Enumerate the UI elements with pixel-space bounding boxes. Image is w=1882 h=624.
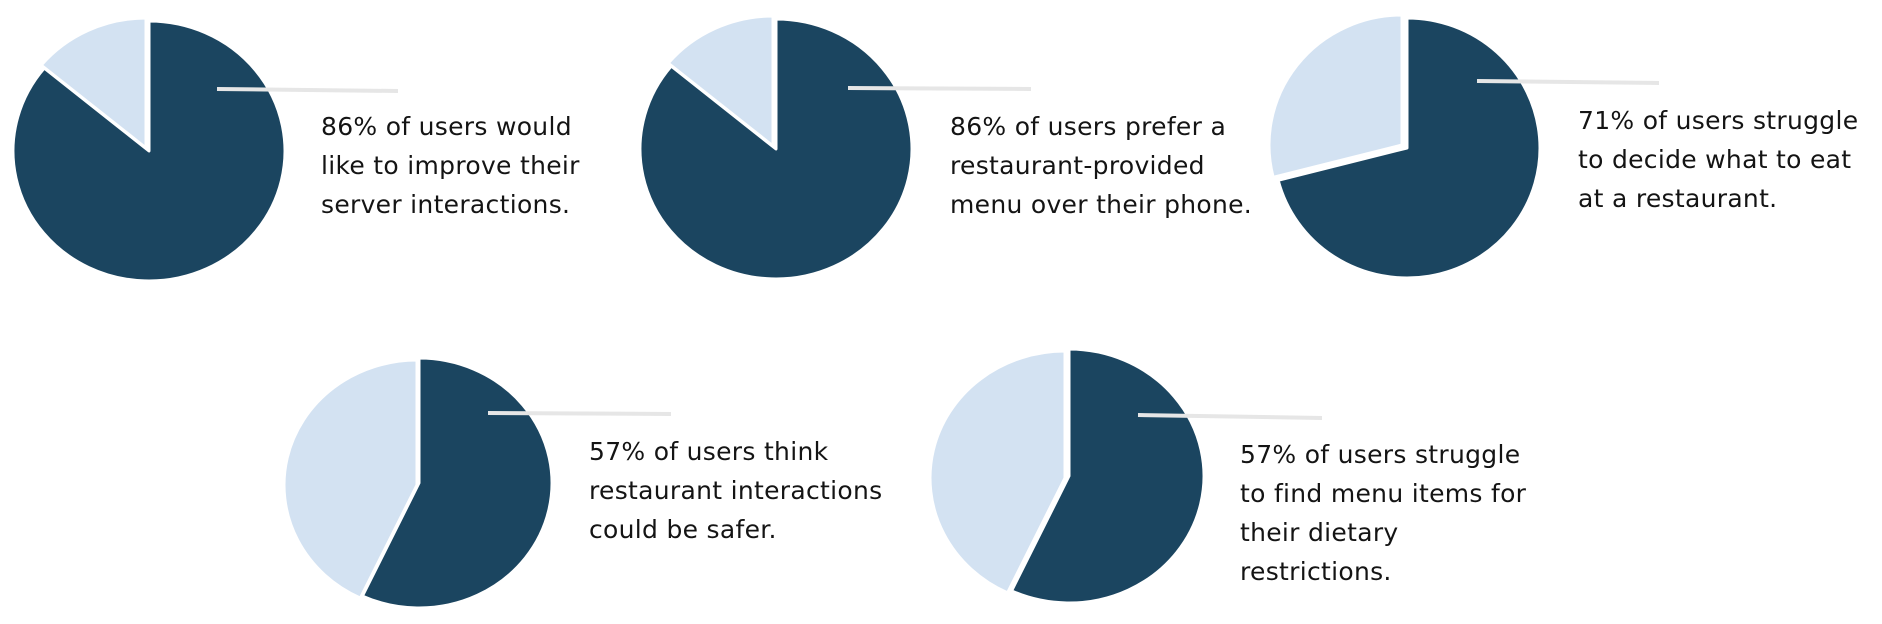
pie-slice-no <box>666 14 775 148</box>
pie-slice-yes <box>1276 16 1542 280</box>
pie-slice-yes <box>360 356 554 610</box>
leader-line <box>847 86 1032 91</box>
caption-line: like to improve their <box>321 151 580 180</box>
pie-slice-no <box>928 349 1067 595</box>
pie-slice-no <box>282 358 419 600</box>
caption-line: could be safer. <box>589 515 777 544</box>
caption-line: 57% of users think <box>589 437 829 466</box>
chart-caption: 86% of users prefer a restaurant-provide… <box>950 107 1252 224</box>
pie-chart <box>1267 13 1660 280</box>
pie-slice-yes <box>11 19 287 283</box>
chart-caption: 57% of users think restaurant interactio… <box>589 432 882 549</box>
caption-line: their dietary <box>1240 518 1399 547</box>
pie-chart <box>638 14 1032 281</box>
pie-chart <box>928 347 1323 605</box>
leader-line <box>487 411 672 416</box>
caption-line: restrictions. <box>1240 557 1392 586</box>
pie-slice-no <box>1267 13 1404 179</box>
leader-line <box>1137 413 1323 420</box>
pie-slice-yes <box>1010 347 1206 605</box>
caption-line: restaurant interactions <box>589 476 883 505</box>
caption-line: to decide what to eat <box>1578 145 1852 174</box>
chart-caption: 71% of users struggle to decide what to … <box>1578 101 1858 218</box>
leader-line <box>1476 79 1660 85</box>
caption-line: to find menu items for <box>1240 479 1527 508</box>
caption-line: 57% of users struggle <box>1240 440 1521 469</box>
caption-line: server interactions. <box>321 190 571 219</box>
caption-line: 86% of users would <box>321 112 572 141</box>
caption-line: menu over their phone. <box>950 190 1253 219</box>
pie-chart <box>11 16 399 283</box>
leader-line <box>216 87 399 93</box>
pie-slice-yes <box>638 17 914 281</box>
pie-slice-no <box>39 16 148 150</box>
chart-caption: 57% of users struggle to find menu items… <box>1240 435 1526 591</box>
caption-line: 86% of users prefer a <box>950 112 1227 141</box>
caption-line: restaurant-provided <box>950 151 1205 180</box>
caption-line: at a restaurant. <box>1578 184 1778 213</box>
chart-caption: 86% of users would like to improve their… <box>321 107 580 224</box>
pie-chart <box>282 356 672 610</box>
caption-line: 71% of users struggle <box>1578 106 1859 135</box>
